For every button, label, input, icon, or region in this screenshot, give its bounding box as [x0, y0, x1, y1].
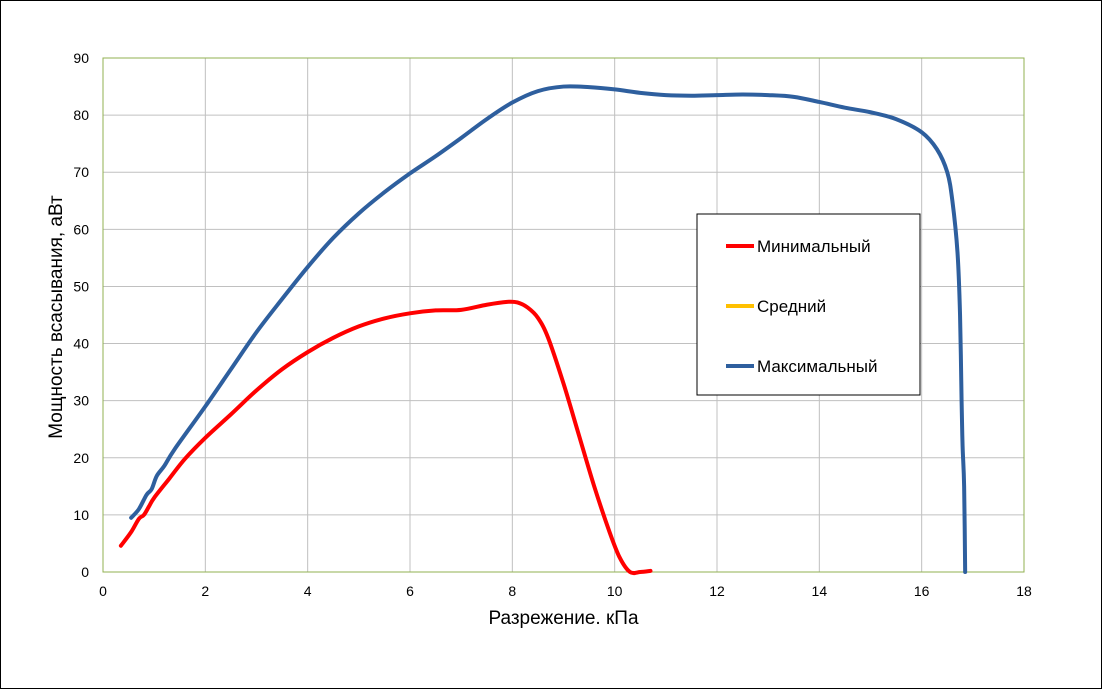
x-tick-label-9: 18	[1016, 583, 1032, 599]
x-tick-labels: 0 2 4 6 8 10 12 14 16 18	[99, 583, 1032, 599]
y-tick-label-5: 50	[73, 278, 89, 294]
y-tick-label-1: 10	[73, 507, 89, 523]
y-tick-labels: 0 10 20 30 40 50 60 70 80 90	[73, 50, 89, 580]
x-tick-label-8: 16	[914, 583, 930, 599]
x-tick-label-5: 10	[607, 583, 623, 599]
series-lines	[118, 84, 968, 576]
x-tick-label-2: 4	[304, 583, 312, 599]
x-axis-title: Разрежение. кПа	[488, 608, 639, 629]
x-tick-label-3: 6	[406, 583, 414, 599]
y-tick-label-4: 40	[73, 336, 89, 352]
plot-area-rect	[102, 57, 1025, 573]
x-tick-label-4: 8	[508, 583, 516, 599]
x-tick-label-0: 0	[99, 583, 107, 599]
y-tick-label-2: 20	[73, 450, 89, 466]
legend-label-1: Средний	[757, 297, 826, 316]
y-tick-label-3: 30	[73, 393, 89, 409]
y-axis-title: Мощность всасывания, аВт	[46, 195, 67, 439]
x-tick-label-1: 2	[201, 583, 209, 599]
x-tick-label-6: 12	[709, 583, 725, 599]
y-tick-label-8: 80	[73, 107, 89, 123]
y-tick-label-7: 70	[73, 164, 89, 180]
legend-label-2: Максимальный	[757, 357, 877, 376]
legend-label-0: Минимальный	[757, 237, 871, 256]
series-line-2	[129, 84, 968, 574]
plot-area-border	[102, 57, 1025, 573]
series-line-0	[118, 299, 653, 576]
y-tick-label-9: 90	[73, 50, 89, 66]
x-tick-label-7: 14	[812, 583, 828, 599]
y-tick-label-0: 0	[81, 564, 89, 580]
y-tick-label-6: 60	[73, 221, 89, 237]
legend: Минимальный Средний Максимальный	[696, 213, 921, 396]
